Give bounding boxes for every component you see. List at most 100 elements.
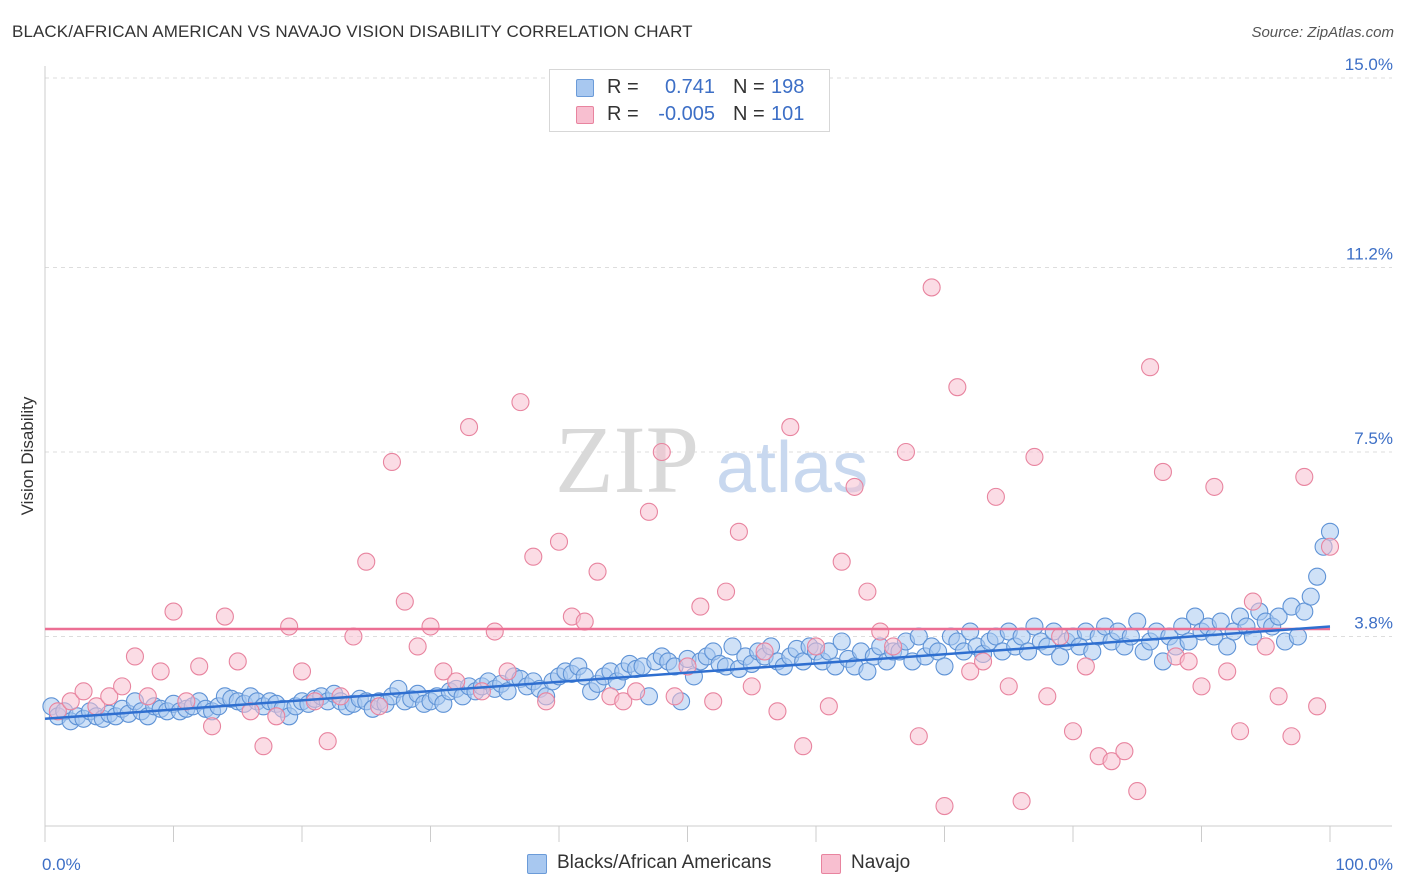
data-point-navajo (61, 692, 80, 711)
data-point-navajo (639, 502, 659, 521)
data-point-blacks (1301, 587, 1320, 606)
data-point-blacks (1025, 617, 1044, 636)
data-point-navajo (100, 687, 119, 706)
data-point-navajo (190, 657, 209, 676)
data-point-navajo (575, 612, 594, 631)
data-point-navajo (1153, 462, 1172, 481)
y-axis-label: Vision Disability (18, 396, 37, 515)
data-point-navajo (1218, 662, 1237, 681)
data-point-navajo (370, 697, 389, 716)
data-point-navajo (1038, 687, 1057, 706)
data-point-navajo (434, 662, 453, 681)
data-point-navajo (151, 662, 170, 681)
bottom-legend-label: Blacks/African Americans (557, 852, 772, 873)
data-point-navajo (1063, 722, 1083, 741)
data-point-navajo (588, 562, 607, 581)
chart-source: Source: ZipAtlas.com (1251, 24, 1394, 41)
data-point-navajo (164, 602, 183, 621)
data-point-blacks (1051, 647, 1070, 666)
data-point-navajo (871, 622, 890, 641)
data-point-navajo (935, 797, 954, 816)
data-point-navajo (704, 692, 723, 711)
grid-lines (45, 77, 1392, 638)
data-point-navajo (1102, 752, 1121, 771)
data-point-blacks (1288, 627, 1307, 646)
bottom-legend-label: Navajo (851, 852, 911, 873)
x-tick-label: 0.0% (42, 855, 81, 874)
data-point-blacks (858, 662, 877, 681)
series-blacks-african-americans (42, 522, 1340, 731)
data-point-navajo (472, 682, 491, 701)
data-point-navajo (1256, 637, 1275, 656)
data-point-navajo (203, 717, 222, 736)
data-point-blacks (832, 632, 851, 651)
data-point-navajo (318, 732, 337, 751)
x-tick-label: 100.0% (1335, 855, 1393, 874)
data-point-navajo (485, 622, 504, 641)
data-point-navajo (652, 442, 671, 462)
data-point-navajo (215, 607, 234, 626)
data-point-navajo (344, 627, 363, 646)
data-point-navajo (447, 672, 466, 691)
data-point-navajo (1282, 727, 1301, 746)
data-point-navajo (1295, 467, 1314, 486)
data-point-navajo (537, 692, 556, 711)
data-point-blacks (1173, 617, 1192, 636)
chart-title: BLACK/AFRICAN AMERICAN VS NAVAJO VISION … (12, 22, 693, 41)
data-point-navajo (524, 547, 543, 566)
legend-swatch-pink (576, 106, 594, 124)
data-point-navajo (948, 378, 967, 397)
data-point-navajo (961, 662, 980, 681)
data-point-navajo (1115, 742, 1134, 761)
y-tick-label: 7.5% (1354, 429, 1393, 448)
y-tick-label: 15.0% (1345, 55, 1393, 74)
data-point-navajo (1243, 592, 1262, 611)
data-point-navajo (806, 637, 826, 656)
data-point-blacks (961, 622, 980, 641)
data-point-navajo (1012, 792, 1031, 811)
data-point-navajo (48, 702, 67, 721)
data-point-navajo (986, 487, 1005, 506)
data-point-navajo (999, 677, 1018, 696)
data-point-navajo (138, 687, 157, 706)
data-point-navajo (1205, 477, 1224, 496)
data-point-navajo (549, 532, 569, 551)
data-point-navajo (292, 662, 312, 681)
y-tick-label: 3.8% (1354, 614, 1393, 633)
data-point-navajo (113, 677, 132, 696)
data-point-navajo (459, 418, 479, 437)
data-point-navajo (1141, 358, 1160, 377)
bottom-legend-swatch-blue (527, 854, 547, 874)
trend-line-blacks (44, 625, 1331, 721)
data-point-navajo (794, 737, 813, 756)
data-point-navajo (1128, 782, 1147, 801)
data-point-blacks (1186, 607, 1205, 626)
data-point-navajo (125, 647, 144, 666)
data-point-navajo (819, 697, 838, 716)
legend-n-label: N = (733, 103, 765, 125)
data-point-blacks (723, 637, 742, 656)
legend-n-label: N = (733, 76, 765, 98)
data-point-navajo (614, 692, 633, 711)
data-point-navajo (884, 637, 903, 656)
data-point-navajo (511, 393, 530, 412)
data-point-navajo (305, 692, 324, 711)
data-point-blacks (935, 657, 954, 676)
data-point-navajo (1025, 447, 1044, 467)
watermark-atlas: atlas (716, 428, 868, 508)
data-point-navajo (755, 642, 774, 661)
y-tick-label: 11.2% (1346, 244, 1393, 263)
data-point-navajo (1076, 657, 1095, 676)
data-point-navajo (357, 552, 376, 571)
legend-r-label: R = (607, 103, 639, 125)
data-point-navajo (1269, 687, 1288, 706)
legend-row-navajo: R = -0.005 N = 101 (550, 101, 829, 127)
data-point-navajo (627, 682, 646, 701)
data-point-blacks (1218, 637, 1237, 656)
data-point-navajo (421, 617, 440, 636)
data-point-navajo (1308, 697, 1327, 716)
data-point-navajo (408, 637, 427, 656)
legend-swatch-blue (576, 79, 594, 97)
data-point-navajo (973, 652, 993, 671)
